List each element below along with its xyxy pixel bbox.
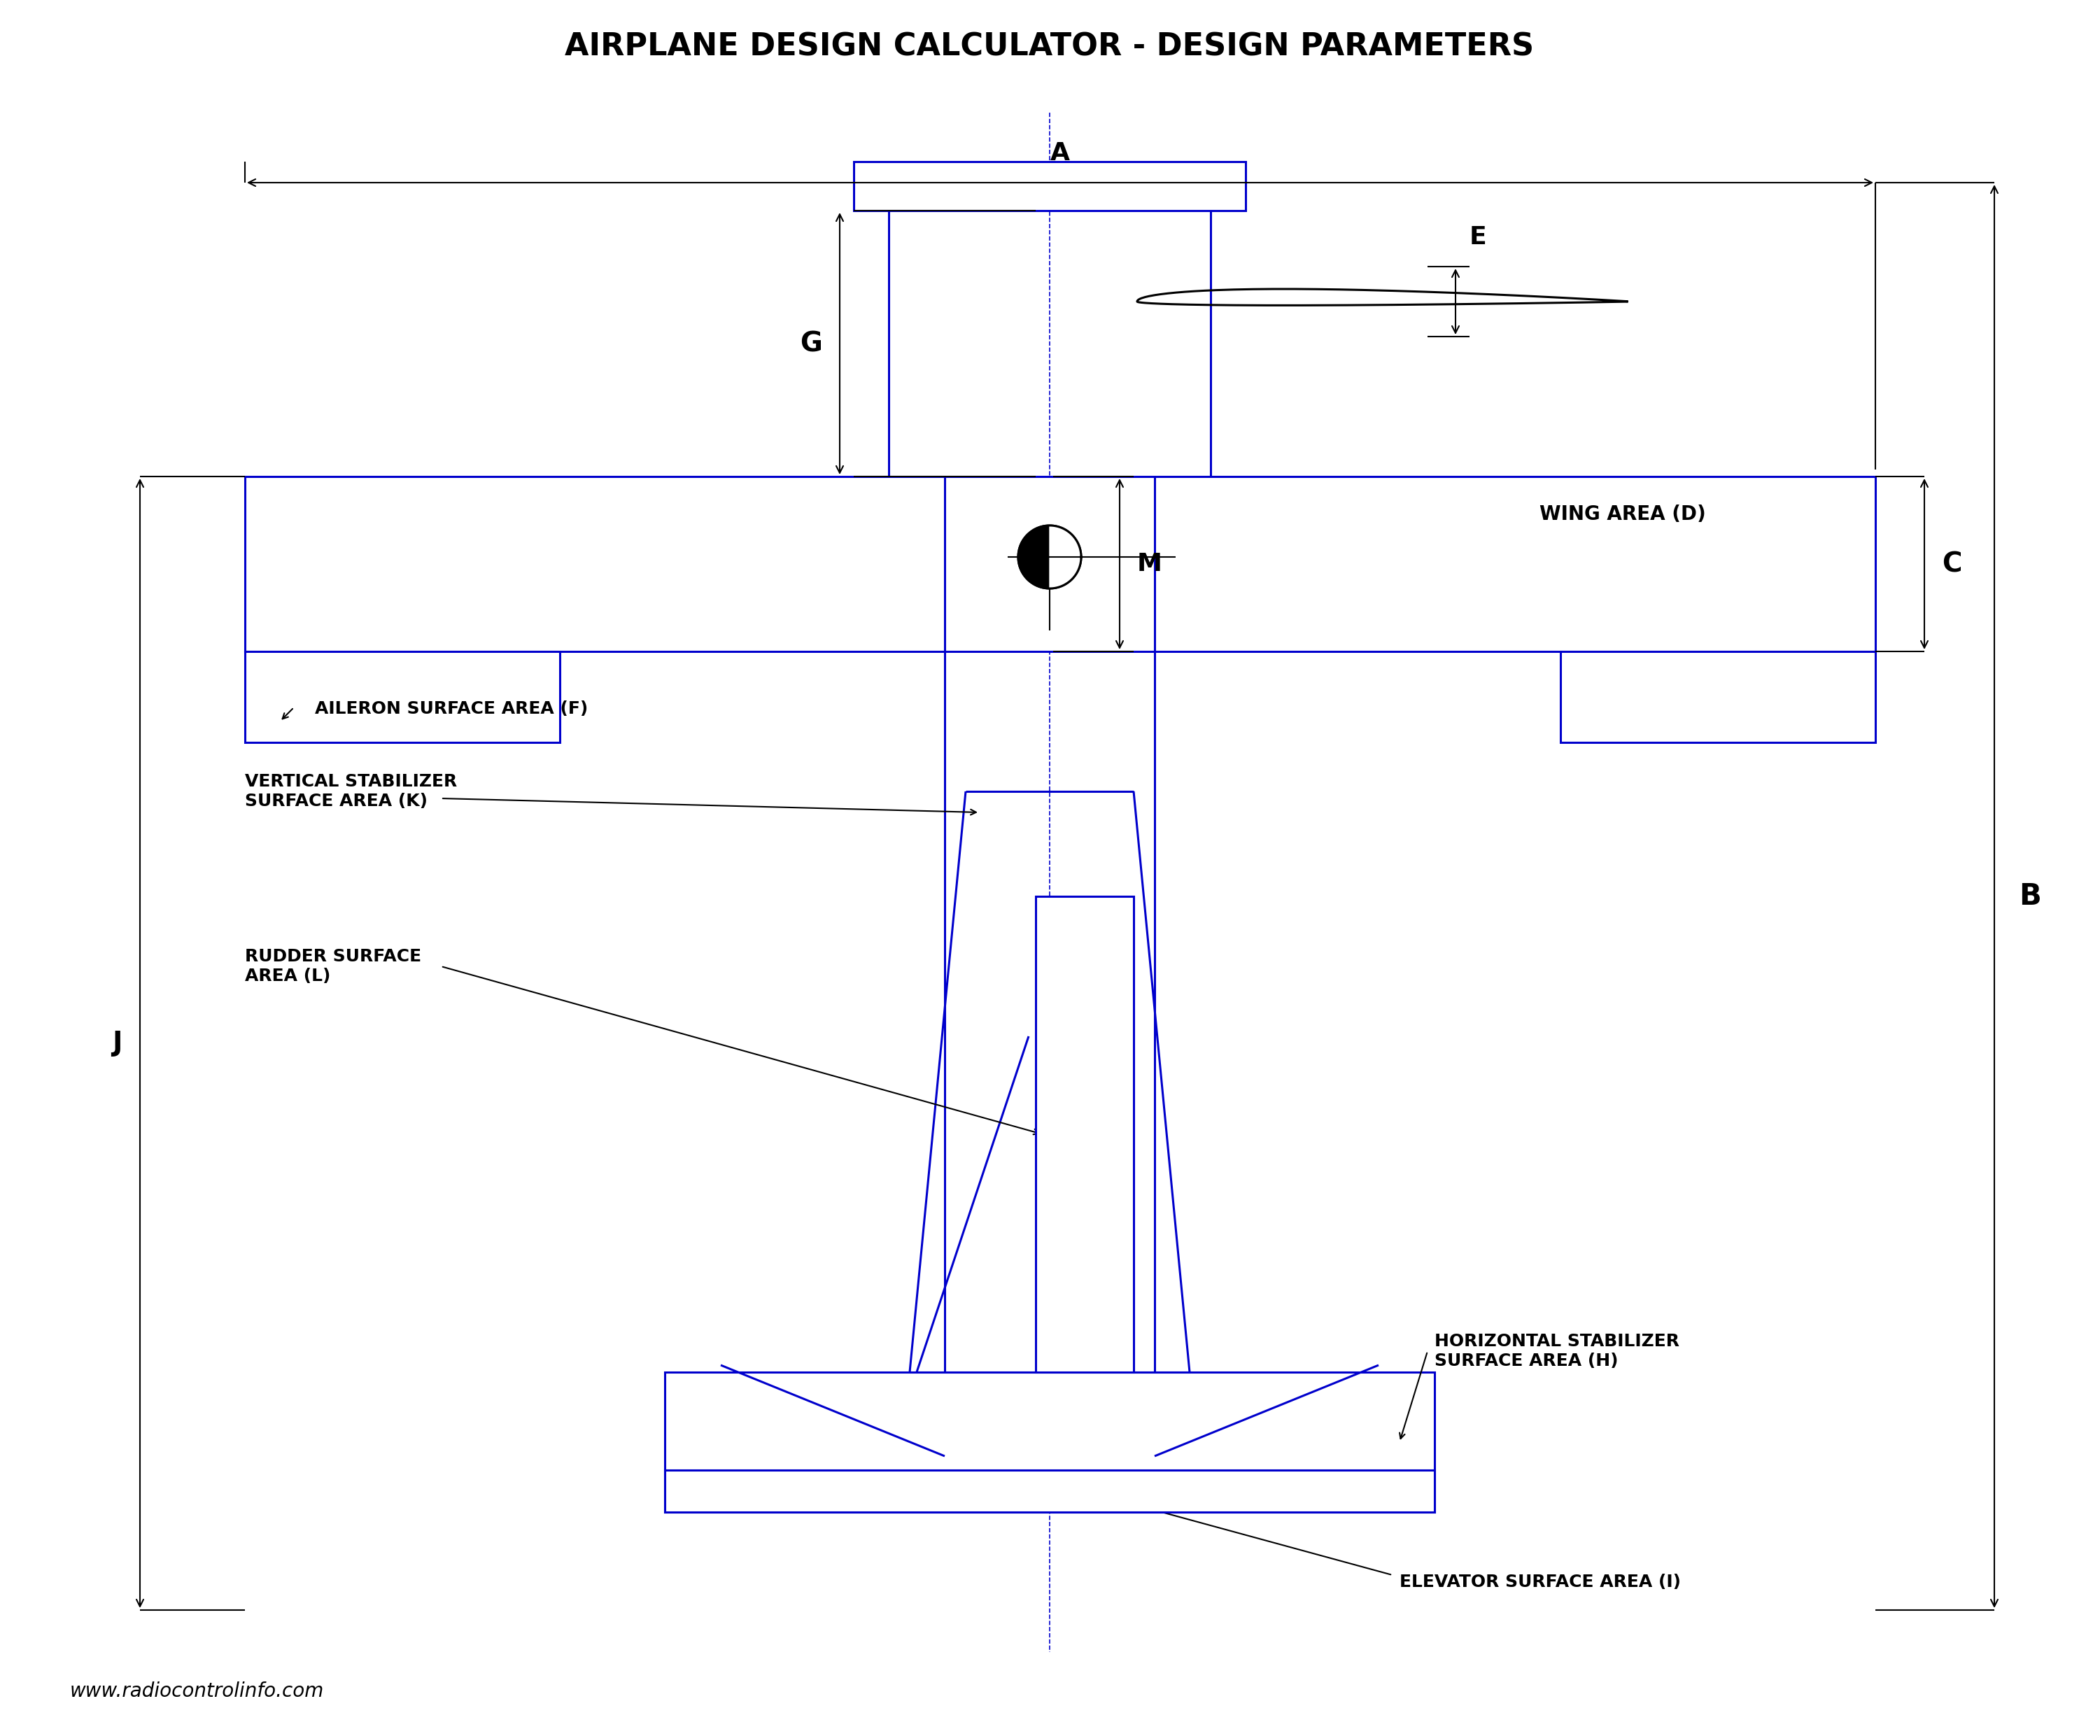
Text: AIRPLANE DESIGN CALCULATOR - DESIGN PARAMETERS: AIRPLANE DESIGN CALCULATOR - DESIGN PARA… (565, 33, 1535, 62)
Text: B: B (2018, 882, 2041, 911)
Text: HORIZONTAL STABILIZER
SURFACE AREA (H): HORIZONTAL STABILIZER SURFACE AREA (H) (1434, 1333, 1680, 1370)
Text: G: G (800, 330, 823, 358)
Bar (1560, 651, 1875, 743)
Text: VERTICAL STABILIZER
SURFACE AREA (K): VERTICAL STABILIZER SURFACE AREA (K) (246, 773, 458, 809)
Polygon shape (1018, 526, 1050, 589)
Bar (855, 161, 1245, 210)
Bar (666, 1371, 1434, 1512)
Bar (666, 1470, 1434, 1512)
Bar (246, 476, 1875, 651)
Text: www.radiocontrolinfo.com: www.radiocontrolinfo.com (69, 1682, 323, 1701)
Text: M: M (1136, 552, 1161, 576)
Text: C: C (1943, 550, 1961, 578)
Text: AILERON SURFACE AREA (F): AILERON SURFACE AREA (F) (315, 700, 588, 717)
Text: E: E (1470, 226, 1487, 248)
Text: A: A (1050, 141, 1069, 165)
Text: ELEVATOR SURFACE AREA (I): ELEVATOR SURFACE AREA (I) (1399, 1573, 1680, 1590)
Text: J: J (111, 1029, 122, 1057)
Text: RUDDER SURFACE
AREA (L): RUDDER SURFACE AREA (L) (246, 948, 422, 984)
Text: WING AREA (D): WING AREA (D) (1539, 505, 1705, 524)
Polygon shape (1050, 526, 1082, 589)
Bar (246, 651, 561, 743)
Bar (1035, 896, 1134, 1371)
